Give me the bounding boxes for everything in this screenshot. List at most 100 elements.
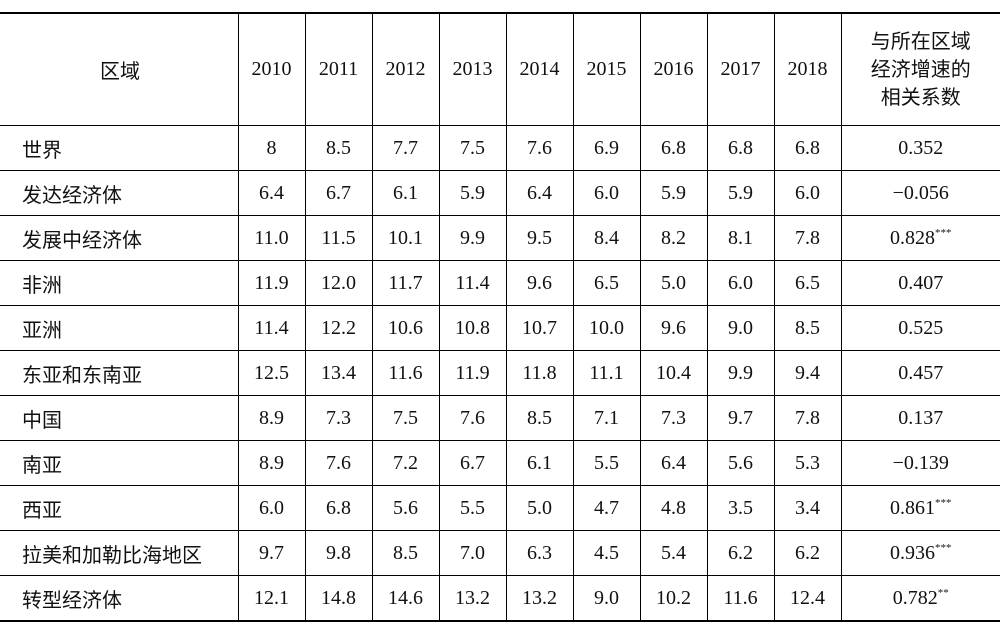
value-cell: 9.9	[706, 350, 774, 396]
value-cell: 8.9	[237, 440, 305, 486]
value-cell: 5.3	[773, 440, 841, 486]
value-cell: 6.0	[237, 485, 305, 531]
value-cell: 5.9	[639, 170, 707, 216]
value-cell: 8	[237, 125, 305, 171]
value-cell: 6.8	[773, 125, 841, 171]
value-cell: 6.2	[773, 530, 841, 576]
value-cell: 8.5	[304, 125, 372, 171]
value-cell: 12.0	[304, 260, 372, 306]
value-cell: 7.0	[438, 530, 506, 576]
value-cell: 10.7	[505, 305, 573, 351]
value-cell: 5.0	[505, 485, 573, 531]
value-cell: 6.7	[438, 440, 506, 486]
value-cell: 11.4	[438, 260, 506, 306]
corr-value: 0.457	[898, 361, 944, 384]
value-cell: 4.8	[639, 485, 707, 531]
value-cell: 6.7	[304, 170, 372, 216]
value-cell: 12.4	[773, 575, 841, 621]
value-cell: 7.3	[304, 395, 372, 441]
value-cell: 7.5	[371, 395, 439, 441]
header-cell: 2017	[706, 12, 774, 126]
corr-value: 0.352	[898, 136, 944, 159]
value-cell: 9.4	[773, 350, 841, 396]
value-cell: 5.9	[706, 170, 774, 216]
corr-value: −0.139	[892, 451, 949, 474]
table-row: 南亚 8.9 7.6 7.2 6.7 6.1 5.5 6.4 5.6 5.3 −0.139	[0, 440, 1000, 486]
value-cell: 5.5	[572, 440, 640, 486]
corr-cell: 0.525	[840, 305, 1000, 351]
value-cell: 6.5	[572, 260, 640, 306]
table-row: 世界 8 8.5 7.7 7.5 7.6 6.9 6.8 6.8 6.8 0.352	[0, 125, 1000, 171]
value-cell: 8.1	[706, 215, 774, 261]
value-cell: 6.0	[773, 170, 841, 216]
value-cell: 9.6	[639, 305, 707, 351]
table-row: 拉美和加勒比海地区 9.7 9.8 8.5 7.0 6.3 4.5 5.4 6.2 6.2 0.93…	[0, 530, 1000, 576]
corr-cell: −0.139	[840, 440, 1000, 486]
value-cell: 9.9	[438, 215, 506, 261]
region-cell: 中国	[0, 395, 238, 441]
value-cell: 7.6	[438, 395, 506, 441]
value-cell: 11.1	[572, 350, 640, 396]
value-cell: 5.9	[438, 170, 506, 216]
value-cell: 8.5	[773, 305, 841, 351]
value-cell: 9.8	[304, 530, 372, 576]
value-cell: 10.1	[371, 215, 439, 261]
header-cell: 2013	[438, 12, 506, 126]
region-cell: 南亚	[0, 440, 238, 486]
region-cell: 发展中经济体	[0, 215, 238, 261]
value-cell: 6.9	[572, 125, 640, 171]
region-cell: 转型经济体	[0, 575, 238, 621]
corr-cell: 0.137	[840, 395, 1000, 441]
value-cell: 7.6	[304, 440, 372, 486]
corr-cell: 0.828***	[840, 215, 1000, 261]
header-cell: 2015	[572, 12, 640, 126]
value-cell: 6.4	[639, 440, 707, 486]
header-cell: 2012	[371, 12, 439, 126]
value-cell: 10.4	[639, 350, 707, 396]
value-cell: 9.6	[505, 260, 573, 306]
value-cell: 6.0	[706, 260, 774, 306]
value-cell: 6.3	[505, 530, 573, 576]
data-table: 区域 2010 2011 2012 2013 2014 2015 2016 2017 2018 与所…	[0, 12, 1000, 622]
value-cell: 5.6	[706, 440, 774, 486]
value-cell: 6.8	[639, 125, 707, 171]
value-cell: 12.5	[237, 350, 305, 396]
corr-value: 0.525	[898, 316, 944, 339]
value-cell: 8.9	[237, 395, 305, 441]
header-cell: 2011	[304, 12, 372, 126]
corr-cell: 0.936***	[840, 530, 1000, 576]
value-cell: 6.8	[706, 125, 774, 171]
value-cell: 6.1	[505, 440, 573, 486]
value-cell: 9.7	[706, 395, 774, 441]
value-cell: 14.6	[371, 575, 439, 621]
region-cell: 发达经济体	[0, 170, 238, 216]
value-cell: 14.8	[304, 575, 372, 621]
value-cell: 7.7	[371, 125, 439, 171]
table-row: 中国 8.9 7.3 7.5 7.6 8.5 7.1 7.3 9.7 7.8 0.137	[0, 395, 1000, 441]
value-cell: 6.4	[505, 170, 573, 216]
value-cell: 9.0	[572, 575, 640, 621]
value-cell: 11.0	[237, 215, 305, 261]
value-cell: 11.6	[371, 350, 439, 396]
corr-cell: 0.782**	[840, 575, 1000, 621]
value-cell: 11.4	[237, 305, 305, 351]
value-cell: 7.8	[773, 395, 841, 441]
significance: **	[937, 586, 949, 599]
value-cell: 5.0	[639, 260, 707, 306]
value-cell: 10.2	[639, 575, 707, 621]
corr-cell: 0.457	[840, 350, 1000, 396]
value-cell: 9.7	[237, 530, 305, 576]
value-cell: 6.2	[706, 530, 774, 576]
value-cell: 6.0	[572, 170, 640, 216]
table-row: 东亚和东南亚 12.5 13.4 11.6 11.9 11.8 11.1 10.4 9.9 9.4…	[0, 350, 1000, 396]
value-cell: 8.5	[505, 395, 573, 441]
value-cell: 7.5	[438, 125, 506, 171]
header-row: 区域 2010 2011 2012 2013 2014 2015 2016 2017 2018 与所…	[0, 12, 1000, 126]
value-cell: 4.7	[572, 485, 640, 531]
region-cell: 世界	[0, 125, 238, 171]
region-cell: 拉美和加勒比海地区	[0, 530, 238, 576]
table-row: 发展中经济体 11.0 11.5 10.1 9.9 9.5 8.4 8.2 8.1 7.8 0.82…	[0, 215, 1000, 261]
value-cell: 8.4	[572, 215, 640, 261]
corr-value: −0.056	[892, 181, 949, 204]
corr-cell: 0.407	[840, 260, 1000, 306]
